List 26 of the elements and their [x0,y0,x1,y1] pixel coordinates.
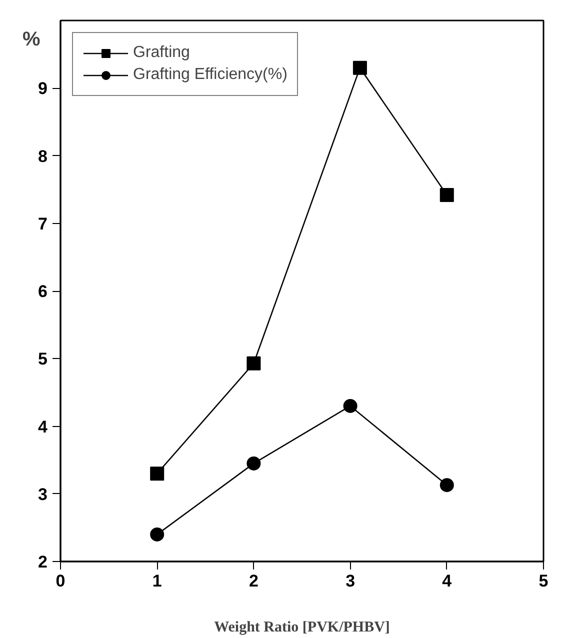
point [440,478,454,492]
y-axis-title: % [22,28,40,50]
x-tick-label: 1 [152,572,162,590]
x-tick-label: 4 [442,572,452,590]
y-tick-label: 6 [38,282,48,301]
point [246,356,261,370]
x-tick-label: 5 [538,572,548,590]
legend-label: Grafting Efficiency(%) [133,66,288,84]
point [246,456,261,470]
y-tick-label: 2 [38,552,48,572]
x-tick-label: 2 [248,572,258,590]
x-axis-title: Weight Ratio [PVK/PHBV] [214,620,390,636]
y-tick-label: 5 [38,350,48,369]
point [343,398,358,413]
y-tick-label: 8 [38,146,48,166]
y-tick-label: 4 [38,417,48,436]
y-tick-label: 9 [38,79,48,98]
y-tick-label: 7 [38,214,48,234]
point [150,527,164,542]
point [440,188,454,202]
point [352,60,367,75]
x-tick-label: 3 [346,572,356,590]
point [150,466,164,481]
x-tick-label: 0 [56,572,66,590]
y-tick-label: 3 [38,484,48,504]
legend-label: Grafting [133,44,190,62]
